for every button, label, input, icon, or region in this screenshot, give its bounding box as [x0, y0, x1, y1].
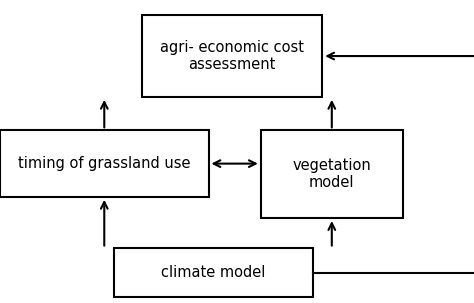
FancyBboxPatch shape — [0, 130, 209, 197]
FancyBboxPatch shape — [114, 248, 313, 297]
Text: climate model: climate model — [161, 265, 265, 280]
Text: timing of grassland use: timing of grassland use — [18, 156, 191, 171]
Text: agri- economic cost
assessment: agri- economic cost assessment — [160, 40, 304, 72]
FancyBboxPatch shape — [261, 130, 403, 218]
FancyBboxPatch shape — [142, 15, 322, 97]
Text: vegetation
model: vegetation model — [292, 158, 371, 190]
